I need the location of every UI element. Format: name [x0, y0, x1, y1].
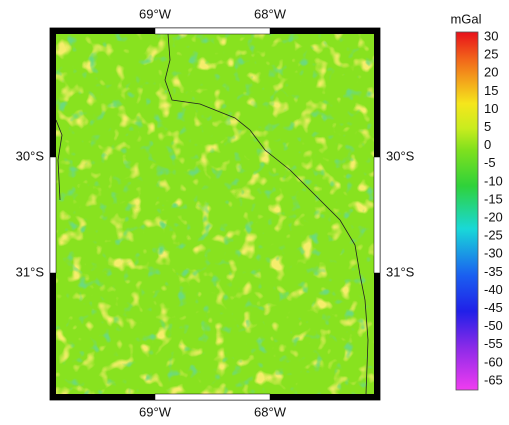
colorbar-tick-label: -25 [484, 228, 503, 243]
colorbar-tick-label: -40 [484, 282, 503, 297]
lon-label: 68°W [254, 6, 287, 21]
colorbar-ticks: 30 25 20 15 10 5 0 -5 -10 -15 -20 -25 -30 -35 -40 -45 -5… [484, 28, 503, 387]
lon-label: 69°W [139, 6, 172, 21]
colorbar-tick-label: 25 [484, 47, 498, 62]
colorbar-tick-label: -20 [484, 209, 503, 224]
colorbar-tick-label: -5 [484, 155, 496, 170]
colorbar-tick-label: -15 [484, 191, 503, 206]
lat-label: 31°S [16, 264, 45, 279]
map-figure: 69°W 68°W 69°W 68°W 30°S 31°S 30°S 31°S … [0, 0, 509, 425]
colorbar-tick-label: 0 [484, 137, 491, 152]
colorbar-tick-label: -10 [484, 173, 503, 188]
lat-label: 30°S [386, 148, 415, 163]
colorbar-tick-label: -60 [484, 354, 503, 369]
anomaly-texture [56, 34, 374, 394]
lon-label: 68°W [254, 404, 287, 419]
lat-label: 31°S [386, 264, 415, 279]
map-area [56, 34, 374, 394]
colorbar-tick-label: -35 [484, 264, 503, 279]
colorbar-tick-label: 10 [484, 101, 498, 116]
colorbar-tick-label: -45 [484, 300, 503, 315]
colorbar-tick-label: 20 [484, 65, 498, 80]
colorbar-tick-label: 5 [484, 119, 491, 134]
colorbar-tick-label: -30 [484, 246, 503, 261]
colorbar-tick-label: 30 [484, 28, 498, 43]
colorbar-tick-label: -50 [484, 318, 503, 333]
lat-label: 30°S [16, 148, 45, 163]
colorbar-title: mGal [450, 11, 481, 26]
colorbar-tick-label: 15 [484, 83, 498, 98]
colorbar-tick-label: -55 [484, 336, 503, 351]
lon-label: 69°W [139, 404, 172, 419]
colorbar [456, 32, 478, 390]
colorbar-tick-label: -65 [484, 372, 503, 387]
